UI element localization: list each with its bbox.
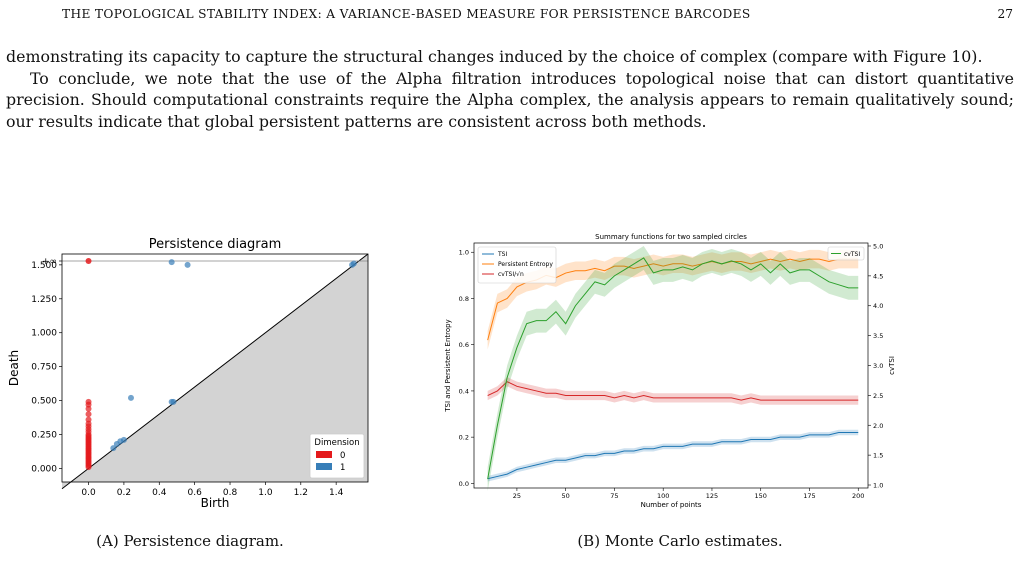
dim1-point bbox=[120, 436, 127, 443]
x-tick-label: 1.2 bbox=[294, 488, 308, 498]
series-line bbox=[487, 381, 859, 401]
dim0-infinite-point bbox=[85, 258, 92, 264]
y-right-tick-label: 4.5 bbox=[873, 272, 883, 280]
dim1-point bbox=[184, 261, 191, 268]
legend-swatch bbox=[316, 451, 332, 458]
y-right-tick-label: 2.5 bbox=[873, 392, 883, 400]
caption-b-label: (B) bbox=[577, 532, 601, 550]
x-tick-label: 25 bbox=[513, 492, 521, 500]
x-axis-label: Number of points bbox=[641, 501, 702, 509]
y-tick-label: 0.8 bbox=[459, 295, 469, 303]
caption-b: (B) Monte Carlo estimates. bbox=[520, 532, 840, 550]
y-tick-label: 1.000 bbox=[31, 329, 57, 339]
header-title: THE TOPOLOGICAL STABILITY INDEX: A VARIA… bbox=[62, 7, 751, 21]
y-tick-label: 0.4 bbox=[459, 387, 469, 395]
caption-b-text: Monte Carlo estimates. bbox=[604, 532, 783, 550]
y-tick-label: 0.6 bbox=[459, 341, 469, 349]
y-tick-label: 0.2 bbox=[459, 434, 469, 442]
paragraph: To conclude, we note that the use of the… bbox=[6, 68, 1014, 131]
dim0-point bbox=[85, 416, 92, 423]
legend-title: Dimension bbox=[314, 438, 359, 448]
y-right-tick-label: 3.5 bbox=[873, 332, 883, 340]
dim1-point bbox=[127, 394, 134, 401]
chart-title: Summary functions for two sampled circle… bbox=[595, 233, 747, 241]
x-axis-label: Birth bbox=[201, 496, 230, 510]
monte-carlo-figure: Summary functions for two sampled circle… bbox=[444, 233, 896, 509]
y-right-tick-label: 4.0 bbox=[873, 302, 883, 310]
y-right-axis-label: cvTSI bbox=[888, 356, 896, 375]
x-tick-label: 0.4 bbox=[152, 488, 167, 498]
x-tick-label: 150 bbox=[755, 492, 767, 500]
dim1-point bbox=[110, 445, 117, 452]
chart-title: Persistence diagram bbox=[149, 237, 282, 252]
series-line bbox=[487, 257, 859, 480]
dim1-point bbox=[350, 260, 357, 267]
x-tick-label: 1.4 bbox=[329, 488, 344, 498]
y-tick-label: 1.500 bbox=[31, 261, 57, 271]
dim1-point bbox=[170, 398, 177, 405]
caption-a: (A) Persistence diagram. bbox=[40, 532, 340, 550]
legend-label: 0 bbox=[340, 451, 345, 461]
plot-frame bbox=[61, 253, 369, 483]
x-tick-label: 200 bbox=[852, 492, 864, 500]
y-right-tick-label: 1.5 bbox=[873, 452, 883, 460]
series-band bbox=[487, 377, 859, 405]
page-number: 27 bbox=[997, 7, 1013, 21]
caption-a-text: Persistence diagram. bbox=[123, 532, 284, 550]
x-tick-label: 75 bbox=[610, 492, 618, 500]
y-tick-label: 0.0 bbox=[459, 480, 469, 488]
x-tick-label: 50 bbox=[562, 492, 570, 500]
series-band bbox=[487, 429, 859, 482]
y-right-tick-label: 1.0 bbox=[873, 482, 883, 490]
legend: Dimension 0 1 bbox=[309, 433, 365, 479]
series-band bbox=[487, 245, 859, 491]
legend-label: cvTSI/√n bbox=[498, 271, 524, 278]
dim1-point bbox=[168, 259, 175, 266]
caption-a-label: (A) bbox=[96, 532, 119, 550]
x-tick-label: 125 bbox=[706, 492, 718, 500]
y-tick-label: 1.0 bbox=[459, 249, 469, 257]
x-tick-label: 0.8 bbox=[223, 488, 238, 498]
y-tick-label: 1.250 bbox=[31, 295, 57, 305]
series-band bbox=[487, 249, 859, 350]
infinity-tick-label: +∞ bbox=[42, 257, 57, 267]
y-tick-label: 0.000 bbox=[31, 464, 57, 474]
x-tick-label: 175 bbox=[803, 492, 815, 500]
y-tick-label: 0.500 bbox=[31, 397, 57, 407]
legend-box bbox=[827, 246, 865, 261]
body-text: demonstrating its capacity to capture th… bbox=[6, 46, 1014, 132]
legend-swatch bbox=[316, 463, 332, 470]
legend-right: cvTSI bbox=[827, 246, 865, 261]
paragraph: demonstrating its capacity to capture th… bbox=[6, 47, 983, 66]
series-line bbox=[487, 432, 859, 480]
dim0-point bbox=[85, 398, 92, 405]
persistence-diagram-figure: Persistence diagram 0.0 0.2 0.4 0.6 0.8 1.0 1.2… bbox=[7, 237, 369, 510]
y-right-tick-label: 2.0 bbox=[873, 422, 883, 430]
y-right-tick-label: 3.0 bbox=[873, 362, 883, 370]
dim0-point bbox=[85, 411, 92, 418]
legend-label: TSI bbox=[497, 251, 507, 258]
x-tick-label: 100 bbox=[657, 492, 669, 500]
running-header: THE TOPOLOGICAL STABILITY INDEX: A VARIA… bbox=[0, 7, 1019, 27]
x-tick-label: 0.2 bbox=[117, 488, 131, 498]
legend-left: TSI Persistent Entropy cvTSI/√n bbox=[477, 246, 557, 284]
y-right-tick-label: 5.0 bbox=[873, 242, 883, 250]
y-tick-label: 0.250 bbox=[31, 431, 57, 441]
x-tick-label: 1.0 bbox=[258, 488, 273, 498]
legend-label: Persistent Entropy bbox=[498, 261, 553, 268]
legend-label: 1 bbox=[340, 463, 345, 473]
x-tick-label: 0.0 bbox=[81, 488, 96, 498]
y-axis-label: TSI and Persistent Entropy bbox=[444, 319, 452, 412]
legend-box bbox=[477, 246, 557, 284]
y-axis-label: Death bbox=[7, 350, 21, 386]
x-tick-label: 0.6 bbox=[187, 488, 202, 498]
legend-label: cvTSI bbox=[844, 251, 860, 258]
y-tick-label: 0.750 bbox=[31, 363, 57, 373]
